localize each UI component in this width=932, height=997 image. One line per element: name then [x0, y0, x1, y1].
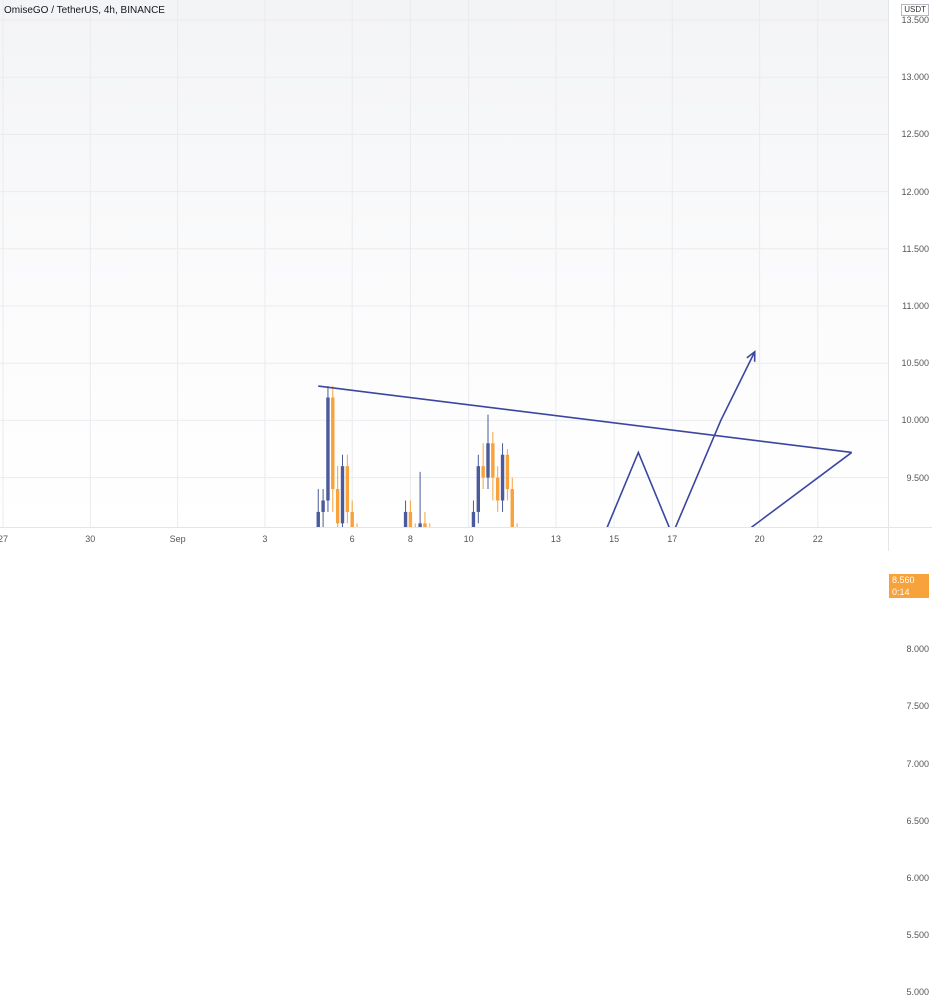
candlestick-chart[interactable] [0, 0, 888, 527]
price-tick-label: 5.500 [906, 930, 929, 941]
chart-pane[interactable]: OmiseGO / TetherUS, 4h, BINANCE [0, 0, 888, 527]
time-tick-label: 3 [262, 534, 268, 544]
candle-up [476, 466, 480, 512]
candle-down [408, 511, 413, 527]
time-tick-label: 17 [667, 534, 678, 544]
price-tick-label: 12.000 [901, 186, 929, 197]
currency-label[interactable]: USDT [901, 4, 929, 16]
candle-up [486, 443, 490, 478]
time-tick-label: 13 [550, 534, 561, 544]
last-price-value: 8.560 [892, 575, 915, 586]
candle-up [340, 466, 345, 524]
candle-up [500, 454, 505, 501]
price-tick-label: 12.500 [901, 129, 929, 140]
axis-corner [888, 527, 932, 551]
price-tick-label: 11.500 [902, 243, 929, 254]
candle-down [423, 523, 427, 527]
price-tick-label: 6.500 [906, 815, 929, 826]
candle-down [331, 397, 335, 490]
projection-path[interactable] [585, 351, 756, 527]
candle-down [350, 511, 354, 527]
time-tick-label: 22 [812, 534, 823, 544]
last-price-countdown: 0:14 [892, 587, 910, 598]
price-tick-label: 7.500 [906, 701, 929, 712]
time-tick-label: 10 [463, 534, 474, 544]
time-tick-label: 8 [407, 534, 413, 544]
price-tick-label: 6.000 [906, 873, 929, 883]
time-tick-label: 15 [609, 534, 620, 544]
candle-up [316, 511, 320, 527]
arrow-head [746, 350, 756, 362]
price-tick-label: 10.500 [901, 358, 929, 369]
price-tick-label: 5.000 [906, 987, 929, 997]
upper-trendline[interactable] [318, 385, 852, 454]
price-tick-label: 11.000 [902, 301, 929, 311]
lower-trendline[interactable] [381, 451, 853, 527]
last-price-tag: 8.560 0:14 [889, 574, 929, 599]
time-tick-label: 27 [0, 534, 9, 544]
candle-down [345, 466, 350, 512]
price-tick-label: 13.500 [901, 15, 929, 25]
symbol-title[interactable]: OmiseGO / TetherUS, 4h, BINANCE [4, 5, 165, 16]
candle-down [510, 489, 514, 527]
price-tick-label: 9.500 [906, 472, 929, 483]
candle-up [471, 511, 476, 527]
price-tick-label: 13.000 [901, 72, 929, 83]
candle-down [505, 454, 510, 490]
candle-down [335, 489, 340, 524]
candle-up [403, 511, 408, 527]
candle-down [491, 443, 495, 478]
price-tick-label: 7.000 [906, 758, 929, 769]
price-tick-label: 8.000 [906, 644, 929, 655]
time-tick-label: 30 [85, 534, 96, 544]
time-tick-label: 6 [349, 534, 355, 544]
time-axis[interactable]: 27 30 Sep 3 6 8 10 13 15 17 20 22 [0, 527, 888, 551]
time-tick-label: Sep [169, 534, 186, 544]
candle-up [321, 500, 325, 512]
candle-up [418, 523, 422, 527]
price-tick-label: 10.000 [901, 415, 929, 426]
candle-down [481, 466, 485, 478]
candle-down [496, 477, 500, 501]
time-tick-label: 20 [754, 534, 765, 544]
price-axis[interactable]: USDT 13.500 13.000 12.500 12.000 11.500 11.00… [888, 0, 932, 997]
candle-up [326, 397, 330, 501]
